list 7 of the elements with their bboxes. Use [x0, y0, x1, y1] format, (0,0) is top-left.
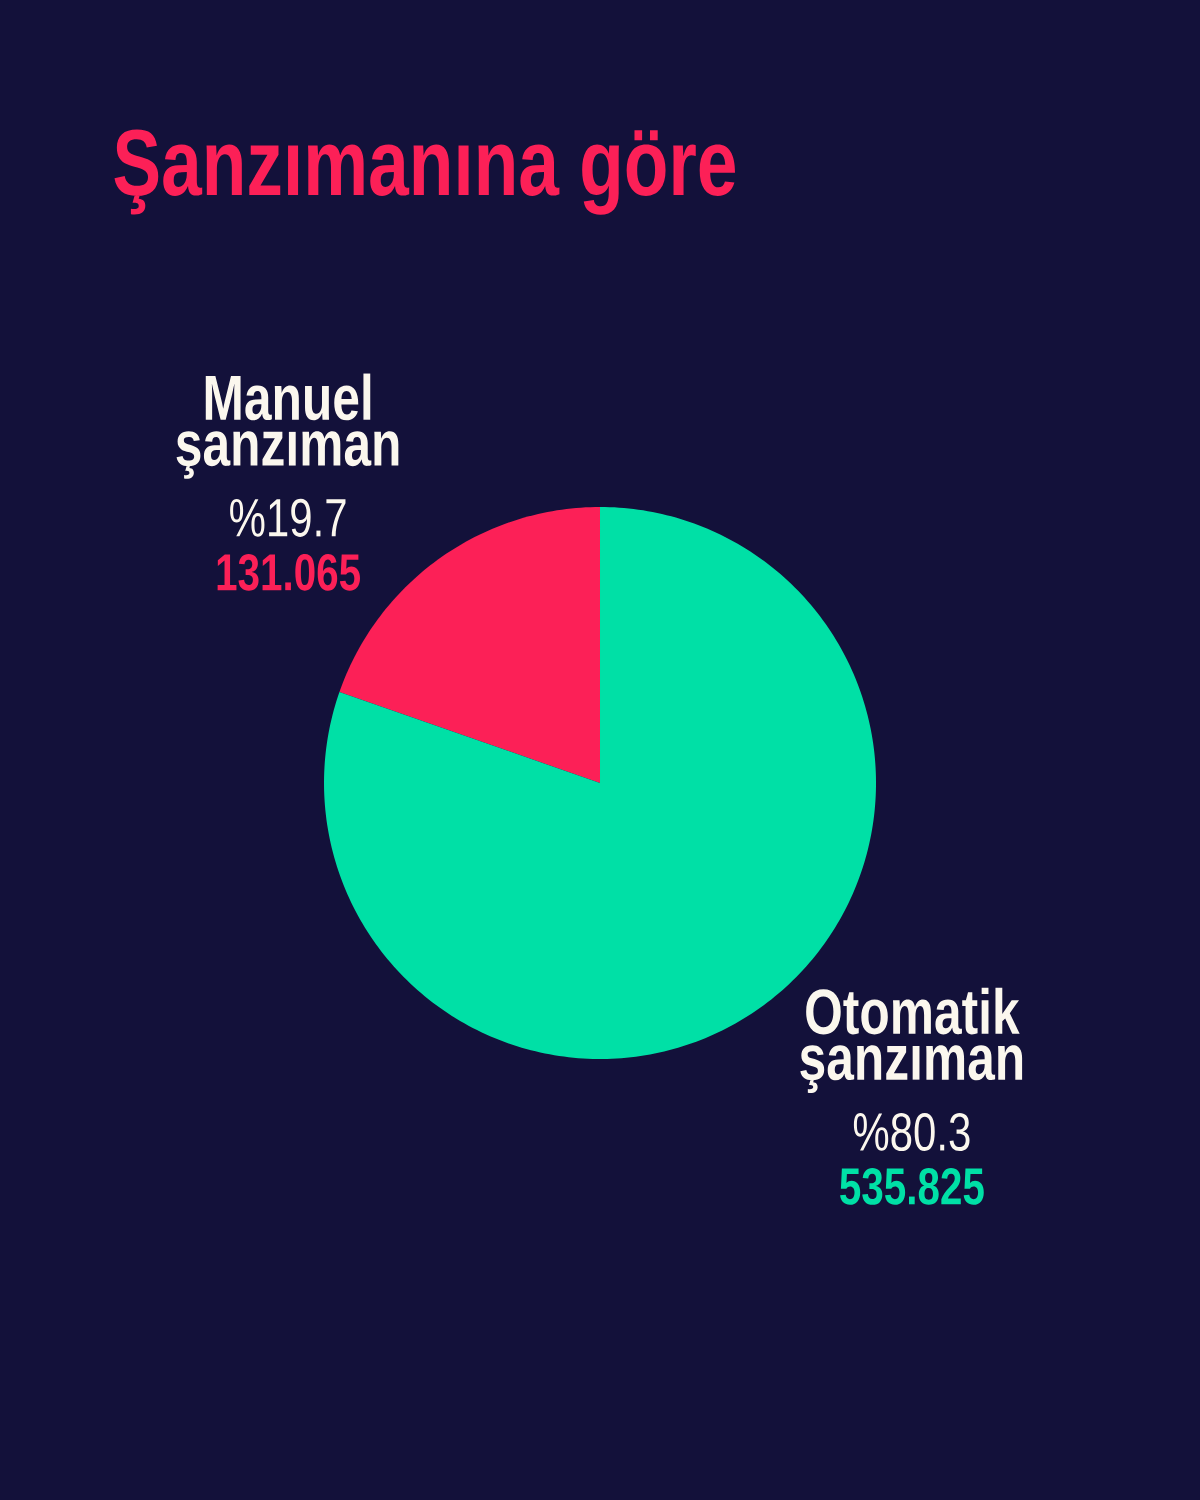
text: %19.7 — [230, 498, 346, 537]
data-label: 535.825 — [840, 1168, 984, 1205]
slice-label: Otomatik şanzıman — [800, 987, 1023, 1093]
text: %80.3 — [853, 1112, 970, 1151]
data-label: 131.065 — [217, 553, 360, 591]
chart-title: Şanzımanına göre — [114, 129, 735, 215]
slice-label: Manuel şanzıman — [176, 373, 399, 479]
